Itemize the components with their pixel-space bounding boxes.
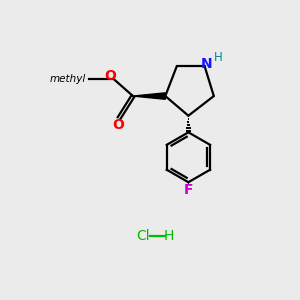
Text: N: N bbox=[201, 57, 212, 71]
Text: H: H bbox=[214, 51, 223, 64]
Text: O: O bbox=[113, 118, 124, 132]
Text: H: H bbox=[164, 229, 174, 243]
Text: F: F bbox=[184, 183, 193, 196]
Polygon shape bbox=[133, 93, 165, 99]
Text: O: O bbox=[105, 69, 116, 83]
Text: methyl: methyl bbox=[50, 74, 86, 84]
Text: Cl: Cl bbox=[136, 229, 150, 243]
